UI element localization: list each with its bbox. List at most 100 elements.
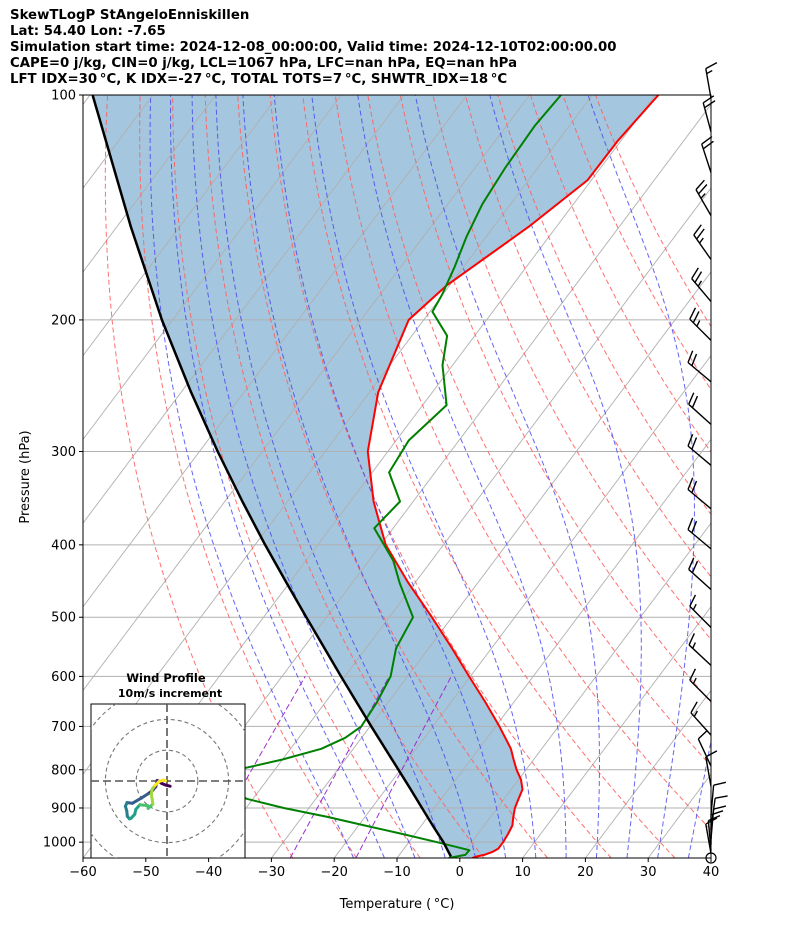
wind-profile-title: Wind Profile bbox=[126, 671, 206, 685]
axes: −60 −50 −40 −30 −20 −10 0 10 20 30 40 1000 900 800 700… bbox=[43, 89, 719, 881]
wind-barb-half bbox=[706, 69, 713, 75]
wind-barbs bbox=[687, 62, 728, 854]
profile-series bbox=[91, 95, 660, 858]
wind-profile-plot bbox=[91, 704, 245, 858]
mixing-ratio-line bbox=[355, 676, 452, 858]
station-coordinates: Lat: 54.40 Lon: -7.65 bbox=[10, 24, 166, 39]
wind-profile-segment bbox=[161, 778, 167, 783]
wind-barb-half bbox=[697, 280, 703, 287]
dry-adiabat bbox=[562, 95, 711, 391]
wind-profile-subtitle: 10m/s increment bbox=[118, 687, 222, 700]
isotherm bbox=[710, 857, 711, 858]
isotherm bbox=[83, 95, 342, 441]
y-tick-label: 400 bbox=[51, 538, 76, 553]
mixing-ratio-line bbox=[289, 676, 390, 858]
wind-barb bbox=[693, 224, 712, 260]
y-tick-label: 800 bbox=[51, 763, 76, 778]
y-axis-label: Pressure (hPa) bbox=[18, 430, 33, 523]
wind-barb-flag bbox=[691, 395, 699, 408]
moist-adiabat bbox=[587, 95, 695, 858]
isotherm bbox=[83, 95, 91, 106]
x-tick-label: −30 bbox=[258, 865, 285, 880]
moist-adiabat bbox=[169, 95, 385, 858]
wind-barb bbox=[687, 350, 712, 383]
wind-barb bbox=[705, 62, 718, 99]
isotherm bbox=[208, 187, 711, 858]
moist-adiabat bbox=[273, 95, 507, 858]
wind-barb bbox=[701, 135, 714, 173]
wind-barb bbox=[710, 781, 727, 816]
temperature-line bbox=[366, 95, 660, 858]
wind-barb-flag bbox=[702, 140, 714, 150]
x-tick-label: 20 bbox=[577, 865, 594, 880]
wind-barb-flag bbox=[687, 350, 694, 363]
dry-adiabat bbox=[530, 95, 711, 453]
isotherm bbox=[522, 606, 711, 858]
x-tick-label: 10 bbox=[514, 865, 531, 880]
moist-adiabat bbox=[414, 95, 600, 858]
wind-barb-flag bbox=[689, 307, 697, 320]
wind-barb-staff bbox=[695, 189, 712, 216]
wind-barb-flag bbox=[688, 633, 695, 646]
x-tick-label: −50 bbox=[132, 865, 159, 880]
wind-barb-flag bbox=[691, 560, 699, 574]
wind-barb-half bbox=[692, 603, 697, 611]
dry-adiabat bbox=[104, 95, 294, 858]
simulation-times: Simulation start time: 2024-12-08_00:00:… bbox=[10, 40, 617, 55]
x-tick-label: −60 bbox=[69, 865, 96, 880]
wind-barb-flag bbox=[691, 267, 699, 279]
dewpoint-line bbox=[225, 95, 562, 858]
wind-barb bbox=[689, 307, 712, 341]
isotherm bbox=[585, 689, 711, 858]
wind-barb-staff bbox=[710, 785, 715, 816]
y-tick-label: 900 bbox=[51, 801, 76, 816]
x-tick-label: 0 bbox=[456, 865, 464, 880]
isotherm bbox=[459, 522, 711, 858]
x-tick-label: −10 bbox=[383, 865, 410, 880]
wind-barb bbox=[687, 433, 712, 466]
wind-barb-half bbox=[692, 677, 697, 685]
parcel-line bbox=[91, 95, 453, 858]
moist-adiabat bbox=[191, 95, 416, 858]
wind-barb-flag bbox=[687, 477, 694, 490]
dry-adiabat bbox=[204, 95, 485, 858]
wind-barb-flag bbox=[704, 100, 716, 109]
isotherm bbox=[83, 95, 405, 524]
wind-barb-half bbox=[698, 237, 704, 244]
wind-barb-flag bbox=[694, 271, 703, 283]
wind-barb-flag bbox=[687, 433, 694, 447]
wind-barb-flag bbox=[691, 520, 698, 534]
moist-adiabat bbox=[687, 738, 711, 858]
wind-barb bbox=[688, 557, 712, 591]
wind-barb-flag bbox=[688, 392, 695, 405]
wind-barb bbox=[689, 594, 712, 628]
wind-barb bbox=[697, 729, 712, 767]
wind-barb-flag bbox=[689, 668, 697, 681]
moist-adiabat bbox=[489, 95, 642, 858]
parcel-parameters: CAPE=0 j/kg, CIN=0 j/kg, LCL=1067 hPa, L… bbox=[10, 56, 518, 71]
wind-barb-staff bbox=[705, 823, 712, 854]
wind-barb-flag bbox=[691, 437, 698, 450]
wind-barb-flag bbox=[715, 795, 728, 799]
wind-barb-flag bbox=[687, 517, 694, 530]
wind-barb bbox=[688, 633, 712, 666]
isotherm bbox=[271, 271, 711, 858]
x-tick-label: 30 bbox=[640, 865, 657, 880]
wind-barb bbox=[690, 701, 712, 736]
isotherm bbox=[83, 95, 279, 357]
wind-barb-staff bbox=[710, 798, 716, 828]
moist-adiabat bbox=[149, 95, 355, 858]
wind-barb bbox=[687, 477, 712, 510]
dry-adiabat bbox=[237, 95, 548, 858]
wind-barb-staff bbox=[697, 738, 712, 767]
wind-barb-flag bbox=[691, 353, 698, 366]
wind-barb-flag bbox=[690, 701, 698, 714]
wind-barb-staff bbox=[690, 712, 712, 736]
isotherm bbox=[647, 773, 711, 858]
chart-title: SkewTLogP StAngeloEnniskillen bbox=[10, 8, 250, 23]
moist-adiabat bbox=[215, 95, 446, 858]
isotherm bbox=[83, 95, 217, 273]
moist-adiabat bbox=[242, 95, 476, 858]
dry-adiabat bbox=[464, 95, 711, 578]
